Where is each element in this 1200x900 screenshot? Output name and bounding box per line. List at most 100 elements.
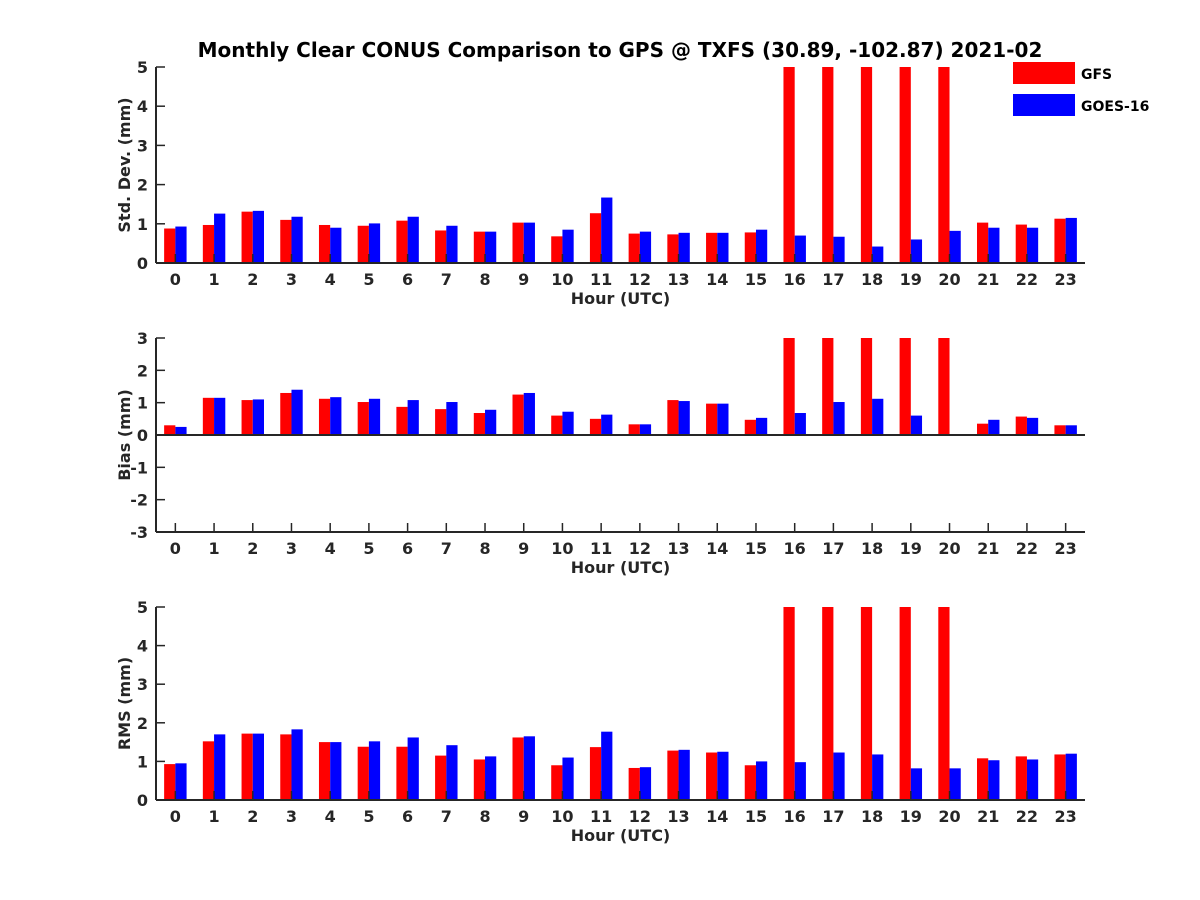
bar-goes-16-hour-22 (1026, 227, 1039, 263)
x-tick-label: 6 (402, 807, 413, 826)
x-tick-label: 22 (1016, 807, 1038, 826)
bar-goes-16-hour-9 (523, 222, 535, 263)
bar-gfs-hour-18 (860, 67, 873, 263)
x-tick-label: 22 (1016, 270, 1038, 289)
bar-goes-16-hour-11 (601, 414, 613, 435)
bar-goes-16-hour-23 (1065, 425, 1077, 435)
bar-goes-16-hour-20 (949, 230, 961, 263)
y-tick-label: 4 (137, 637, 148, 656)
bar-goes-16-hour-8 (485, 409, 497, 435)
bar-goes-16-hour-1 (214, 213, 226, 263)
bar-gfs-hour-9 (512, 222, 524, 263)
x-tick-label: 12 (629, 807, 651, 826)
bar-goes-16-hour-0 (175, 226, 187, 263)
bar-gfs-hour-13 (667, 750, 679, 800)
bar-gfs-hour-8 (473, 759, 486, 800)
bar-gfs-hour-17 (822, 607, 834, 800)
bar-goes-16-hour-9 (523, 736, 535, 800)
subplot-panels: 0 1 2 3 4 5 6 7 8 9 10 11 12 13 14 15 16 17 18 19 20 21 22 2301… (115, 58, 1085, 845)
bar-gfs-hour-17 (822, 338, 834, 435)
bar-gfs-hour-7 (435, 755, 447, 800)
x-tick-label: 2 (247, 270, 258, 289)
bar-gfs-hour-0 (164, 764, 176, 800)
bar-goes-16-hour-6 (407, 737, 419, 800)
bar-gfs-hour-12 (628, 233, 640, 263)
bar-goes-16-hour-3 (291, 389, 303, 435)
subplot-2: 0 1 2 3 4 5 6 7 8 9 10 11 12 13 14 15 16 17 18 19 20 21 22 2301… (115, 598, 1085, 845)
bar-goes-16-hour-21 (988, 227, 1000, 263)
x-tick-label: 22 (1016, 539, 1038, 558)
bar-gfs-hour-6 (396, 746, 408, 800)
bar-goes-16-hour-23 (1065, 753, 1077, 800)
bar-goes-16-hour-10 (562, 229, 574, 263)
x-tick-label: 10 (551, 270, 573, 289)
bar-goes-16-hour-14 (717, 751, 729, 800)
bar-goes-16-hour-6 (407, 216, 419, 263)
bar-gfs-hour-23 (1054, 754, 1066, 800)
bar-gfs-hour-3 (280, 734, 292, 800)
bar-goes-16-hour-7 (446, 745, 458, 800)
subplot-1: 0 1 2 3 4 5 6 7 8 9 10 11 12 13 14 15 16 17 18 19 20 21 22 23-3… (115, 329, 1085, 577)
x-tick-label: 3 (286, 539, 297, 558)
bar-goes-16-hour-17 (833, 236, 845, 263)
bar-gfs-hour-8 (473, 413, 486, 435)
x-axis-label: Hour (UTC) (571, 558, 671, 577)
bar-goes-16-hour-5 (368, 398, 381, 435)
x-tick-label: 4 (325, 807, 336, 826)
x-axis-label: Hour (UTC) (571, 826, 671, 845)
bar-gfs-hour-18 (860, 607, 873, 800)
x-tick-label: 1 (208, 807, 219, 826)
bar-goes-16-hour-16 (794, 762, 806, 800)
bar-gfs-hour-0 (164, 228, 176, 263)
bar-goes-16-hour-14 (717, 403, 729, 435)
x-tick-label: 10 (551, 807, 573, 826)
bar-gfs-hour-5 (357, 402, 369, 435)
x-tick-label: 4 (325, 270, 336, 289)
x-axis-label: Hour (UTC) (571, 289, 671, 308)
bar-goes-16-hour-19 (910, 768, 923, 800)
bar-gfs-hour-7 (435, 409, 447, 435)
bar-goes-16-hour-2 (252, 733, 264, 800)
x-tick-label: 1 (208, 270, 219, 289)
bar-gfs-hour-6 (396, 220, 408, 263)
y-tick-label: 3 (137, 329, 148, 348)
bar-goes-16-hour-5 (368, 741, 381, 800)
x-tick-label: 13 (667, 539, 689, 558)
bar-goes-16-hour-19 (910, 415, 923, 435)
x-tick-label: 14 (706, 270, 728, 289)
y-tick-label: 0 (137, 426, 148, 445)
bar-goes-16-hour-8 (485, 756, 497, 800)
bar-goes-16-hour-18 (872, 246, 884, 263)
x-tick-label: 6 (402, 270, 413, 289)
legend: GFS GOES-16 (1013, 62, 1149, 116)
bar-gfs-hour-3 (280, 219, 292, 263)
x-tick-label: 4 (325, 539, 336, 558)
x-tick-label: 9 (518, 539, 529, 558)
bar-gfs-hour-0 (164, 425, 176, 435)
x-tick-label: 18 (861, 539, 883, 558)
y-tick-label: 2 (137, 176, 148, 195)
x-tick-label: 15 (745, 539, 767, 558)
bar-goes-16-hour-11 (601, 197, 613, 263)
bar-goes-16-hour-12 (639, 767, 652, 800)
legend-swatch-gfs (1013, 62, 1075, 84)
bar-goes-16-hour-6 (407, 400, 419, 435)
bar-goes-16-hour-12 (639, 231, 652, 263)
bar-goes-16-hour-4 (330, 397, 342, 435)
bar-goes-16-hour-23 (1065, 217, 1077, 263)
bar-gfs-hour-4 (318, 742, 331, 800)
x-tick-label: 2 (247, 539, 258, 558)
bar-gfs-hour-10 (551, 415, 563, 435)
x-tick-label: 5 (363, 807, 374, 826)
bar-gfs-hour-1 (202, 397, 215, 435)
x-tick-label: 18 (861, 270, 883, 289)
x-tick-label: 19 (900, 807, 922, 826)
x-tick-label: 21 (977, 539, 999, 558)
bar-gfs-hour-4 (318, 398, 331, 435)
x-tick-label: 5 (363, 539, 374, 558)
x-tick-label: 23 (1055, 539, 1077, 558)
x-tick-label: 5 (363, 270, 374, 289)
bar-goes-16-hour-11 (601, 731, 613, 800)
bar-gfs-hour-7 (435, 230, 447, 263)
